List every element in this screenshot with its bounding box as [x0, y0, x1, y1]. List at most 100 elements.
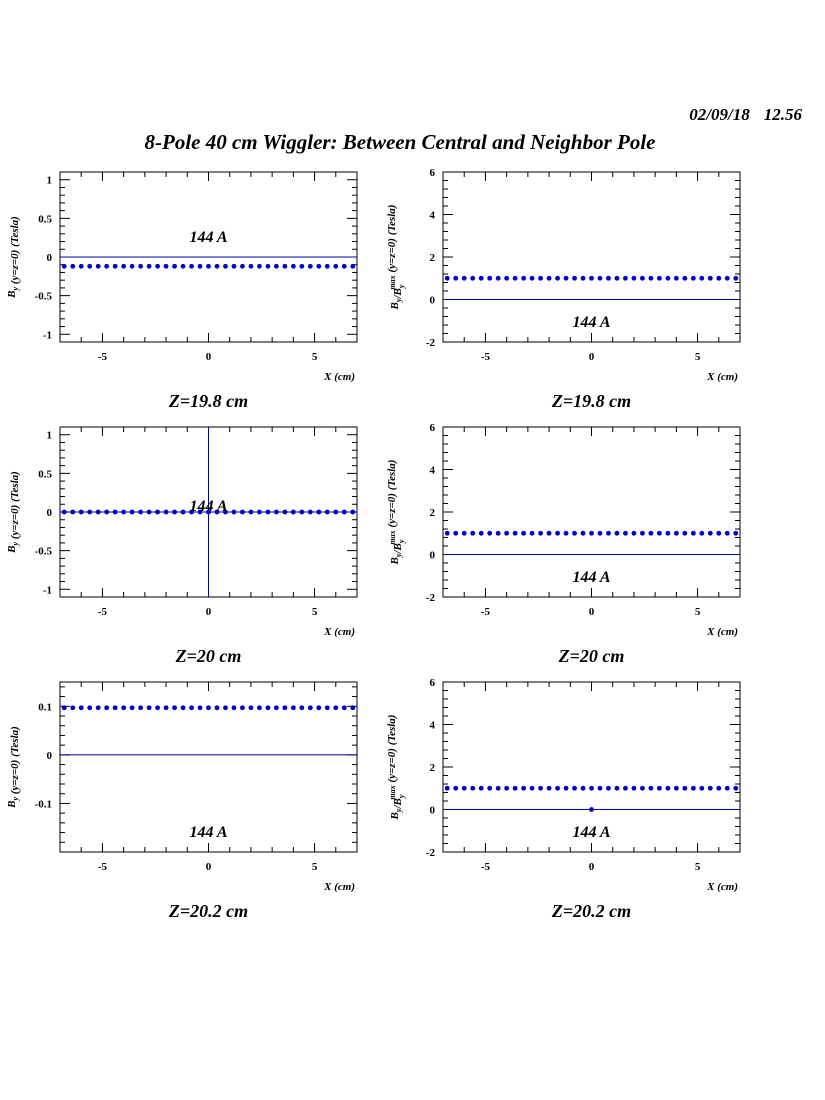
y-tick-label: 0 [430, 805, 436, 817]
data-point [265, 263, 271, 269]
data-point [682, 530, 688, 536]
data-point [324, 705, 330, 711]
data-point [665, 530, 671, 536]
current-annotation: 144 A [572, 314, 610, 331]
y-tick-label: -0.1 [35, 798, 52, 810]
current-annotation: 144 A [189, 824, 227, 841]
data-point [495, 530, 501, 536]
y-tick-label: 0 [430, 295, 436, 307]
data-point [631, 785, 637, 791]
data-point [555, 785, 560, 791]
data-point [316, 509, 322, 515]
data-point [138, 705, 144, 711]
data-point [121, 705, 127, 711]
data-point [538, 275, 543, 281]
data-point [453, 275, 459, 281]
y-axis-label: By/Bymax (y=z=0) (Tesla) [386, 460, 406, 566]
data-point [444, 785, 450, 791]
data-point [623, 275, 628, 281]
x-tick-label: 5 [695, 606, 701, 618]
data-point [214, 509, 220, 515]
data-point [614, 785, 620, 791]
data-point [580, 275, 586, 281]
data-point [606, 785, 611, 791]
x-tick-label: 0 [206, 861, 212, 873]
data-point [724, 275, 730, 281]
data-point [146, 705, 152, 711]
data-point [724, 530, 730, 536]
data-point [640, 530, 645, 536]
x-tick-label: 5 [312, 861, 318, 873]
data-point [189, 509, 194, 515]
y-tick-label: 0.5 [38, 468, 52, 480]
data-point [597, 530, 603, 536]
data-point [504, 275, 510, 281]
data-point [640, 785, 645, 791]
y-tick-label: -0.5 [35, 546, 53, 558]
x-axis-label: X (cm) [323, 626, 355, 638]
y-tick-label: -2 [426, 592, 436, 604]
data-point [206, 705, 211, 711]
data-point [223, 263, 228, 269]
data-point [282, 509, 288, 515]
x-tick-label: -5 [98, 351, 108, 363]
data-point [350, 263, 356, 269]
data-point [95, 705, 101, 711]
x-axis-label: X (cm) [706, 371, 738, 383]
data-point [95, 509, 101, 515]
y-tick-label: 0 [47, 252, 53, 264]
x-tick-label: -5 [481, 606, 491, 618]
data-point [257, 705, 262, 711]
y-tick-label: 0 [47, 750, 53, 762]
data-point [290, 263, 296, 269]
data-point [461, 275, 467, 281]
data-point [112, 263, 118, 269]
data-point [104, 705, 110, 711]
data-point [155, 263, 160, 269]
data-point [290, 509, 296, 515]
data-point [673, 530, 679, 536]
data-point [155, 705, 160, 711]
data-point [121, 263, 127, 269]
data-point [707, 530, 713, 536]
data-point [307, 263, 313, 269]
y-tick-label: 6 [430, 677, 436, 689]
data-point [146, 263, 152, 269]
data-point [623, 785, 628, 791]
x-tick-label: -5 [98, 606, 108, 618]
data-point [733, 275, 739, 281]
data-point [716, 785, 722, 791]
current-annotation: 144 A [572, 824, 610, 841]
x-tick-label: -5 [481, 861, 491, 873]
data-point [589, 785, 594, 791]
data-point [231, 263, 237, 269]
data-point [631, 275, 637, 281]
data-point [623, 530, 628, 536]
data-point [333, 509, 339, 515]
data-point [197, 509, 203, 515]
data-point [61, 263, 67, 269]
data-point [716, 275, 722, 281]
data-point [656, 530, 662, 536]
data-point [707, 785, 713, 791]
panel-caption: Z=20 cm [558, 646, 625, 666]
data-point [316, 705, 322, 711]
data-point [470, 530, 476, 536]
data-point [597, 275, 603, 281]
data-point [538, 785, 543, 791]
data-point [350, 705, 356, 711]
x-tick-label: -5 [98, 861, 108, 873]
x-tick-label: 0 [206, 606, 212, 618]
y-tick-label: 2 [430, 252, 436, 264]
data-point [189, 263, 194, 269]
data-point [70, 263, 76, 269]
data-point [478, 275, 484, 281]
data-point [265, 705, 271, 711]
data-point [172, 705, 177, 711]
data-point [673, 275, 679, 281]
data-point [333, 263, 339, 269]
data-point [648, 275, 654, 281]
data-point [138, 509, 144, 515]
data-point [273, 263, 279, 269]
y-tick-label: -2 [426, 847, 436, 859]
